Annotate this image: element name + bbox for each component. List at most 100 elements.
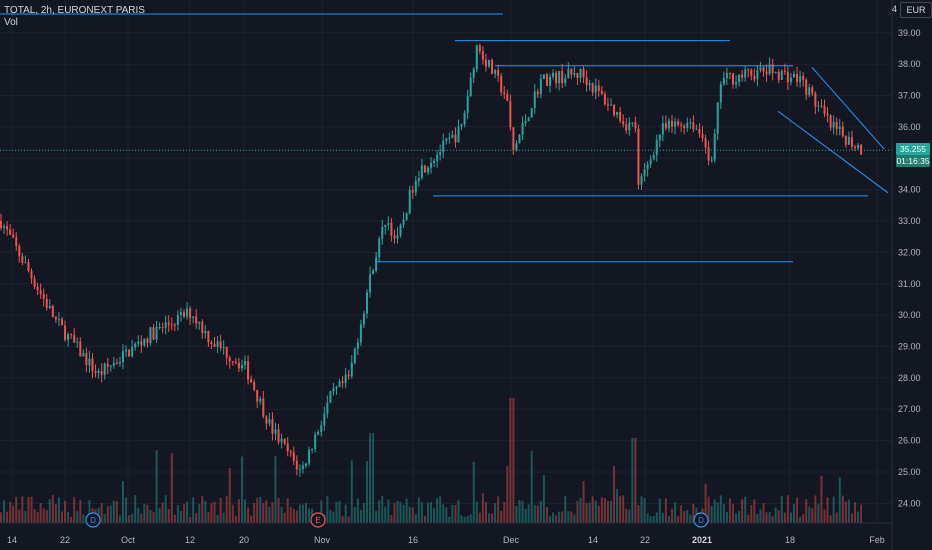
time-scale[interactable]: 14 22 Oct 12 20 Nov 16 Dec 14 22 2021 18 Feb [0, 522, 892, 545]
candle-body [524, 121, 527, 124]
candle-body [94, 371, 97, 373]
volume-bar [57, 497, 60, 523]
candle-body [735, 82, 738, 85]
volume-bar [793, 503, 795, 523]
volume-bar [250, 515, 253, 523]
price-tick-label: 39.00 [898, 28, 921, 38]
volume-bar [289, 506, 292, 523]
volume-bar [67, 511, 70, 523]
volume-bar [179, 511, 182, 523]
trendlines[interactable] [0, 13, 892, 263]
candle-body [771, 64, 774, 74]
volume-bar [530, 450, 533, 523]
candle-body [262, 398, 265, 417]
volume-bar [442, 504, 445, 523]
volume-bar [835, 512, 838, 523]
volume-bar [103, 514, 106, 523]
volume-bar [308, 508, 311, 523]
candle-body [728, 73, 731, 75]
candle-body [311, 448, 314, 450]
candle-body [73, 335, 76, 343]
candle-body [27, 262, 30, 271]
volume-bar [21, 496, 24, 523]
volume-bar [494, 503, 497, 523]
currency-button[interactable]: EUR [900, 2, 932, 18]
candle-body [710, 159, 713, 161]
candle-body [600, 90, 603, 94]
candle-body [738, 74, 741, 83]
candle-body [759, 67, 762, 71]
candle-body [280, 438, 283, 443]
candle-body [536, 91, 539, 95]
candle-body [30, 270, 33, 279]
candle-body [399, 224, 402, 236]
candle-body [170, 324, 173, 326]
time-tick-label: Dec [503, 535, 520, 545]
candle-body [777, 71, 780, 80]
candle-body [463, 112, 466, 125]
candle-body [655, 140, 658, 156]
volume-bar [204, 500, 207, 523]
volume-bar [799, 516, 802, 523]
volume-bar [387, 499, 390, 523]
volume-bar [600, 497, 603, 523]
volume-bar [430, 502, 433, 523]
volume-bar [161, 502, 164, 523]
last-price-value: 35.255 [900, 144, 926, 155]
event-circle [85, 512, 101, 528]
volume-bar [207, 512, 210, 523]
candle-body [661, 123, 664, 135]
event-marker[interactable]: E [310, 512, 326, 528]
candle-body [564, 78, 567, 84]
volume-bar [564, 495, 567, 523]
candle-body [247, 361, 250, 380]
volume-bar [427, 502, 429, 523]
candle-body [396, 235, 399, 239]
candle-body [118, 362, 121, 364]
volume-bar [850, 513, 853, 523]
candle-body [134, 343, 137, 348]
volume-bar [481, 493, 484, 523]
volume-label[interactable]: Vol [4, 17, 18, 28]
volume-bar [70, 516, 73, 523]
volume-bar [674, 502, 677, 523]
price-tick-label: 25.00 [898, 467, 921, 477]
candle-body [375, 257, 378, 271]
last-price-tag: 35.255 [896, 143, 930, 156]
volume-bar [558, 511, 561, 523]
volume-bar [420, 502, 423, 523]
candle-body [128, 349, 131, 357]
volume-bar [509, 398, 512, 523]
event-marker[interactable]: D [693, 512, 709, 528]
candle-body [347, 374, 350, 377]
time-tick-label: 20 [239, 535, 249, 545]
volume-bar [146, 504, 149, 523]
volume-bar [369, 433, 372, 523]
candle-body [549, 76, 551, 86]
price-scale[interactable]: 39.0038.0037.0036.0035.0034.0033.0032.00… [891, 0, 921, 550]
volume-bar [454, 504, 457, 523]
candle-body [317, 431, 320, 435]
candle-body [61, 319, 63, 326]
candle-body [3, 226, 6, 229]
channel-line[interactable] [811, 66, 885, 150]
candle-body [88, 358, 91, 366]
candle-body [786, 71, 789, 83]
event-marker[interactable]: D [85, 512, 101, 528]
volume-bar [686, 509, 689, 523]
volume-bar [463, 516, 466, 523]
volume-bar [118, 515, 121, 523]
volume-bar [759, 509, 762, 523]
candle-body [308, 449, 311, 464]
volume-bar [359, 510, 362, 523]
volume-bar [634, 438, 637, 523]
candle-body [213, 344, 216, 347]
volume-bar [765, 512, 768, 523]
symbol-title[interactable]: TOTAL, 2h, EURONEXT PARIS [4, 5, 145, 16]
volume-bar [466, 515, 469, 523]
channel-line[interactable] [777, 110, 889, 194]
volume-bar [567, 511, 570, 523]
candle-body [228, 357, 231, 362]
